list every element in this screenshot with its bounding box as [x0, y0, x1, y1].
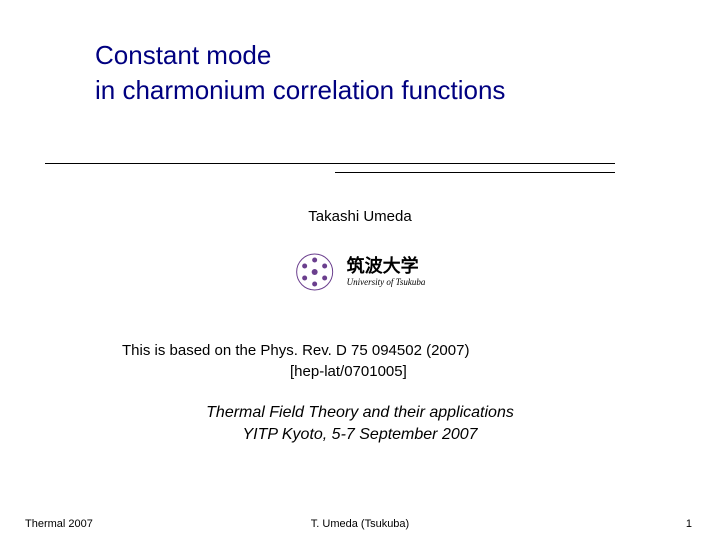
university-names: 筑波大学 University of Tsukuba — [347, 256, 426, 287]
divider-partial — [335, 172, 615, 173]
title-line-2: in charmonium correlation functions — [95, 73, 660, 108]
university-crest-icon — [295, 252, 335, 292]
basis-intro: This is based on the — [122, 342, 260, 359]
divider-full — [45, 163, 615, 164]
footer-left: Thermal 2007 — [25, 518, 93, 530]
conference-block: Thermal Field Theory and their applicati… — [0, 402, 720, 445]
author-name: Takashi Umeda — [0, 208, 720, 225]
title-line-1: Constant mode — [95, 38, 660, 73]
university-name-en: University of Tsukuba — [347, 277, 426, 287]
basis-line: This is based on the Phys. Rev. D 75 094… — [122, 342, 469, 359]
footer-center: T. Umeda (Tsukuba) — [311, 518, 409, 530]
conference-line-2: YITP Kyoto, 5-7 September 2007 — [0, 424, 720, 446]
university-name-jp: 筑波大学 — [347, 256, 426, 277]
basis-reference: Phys. Rev. D 75 094502 (2007) — [260, 342, 469, 359]
title-block: Constant mode in charmonium correlation … — [95, 38, 660, 108]
basis-arxiv: [hep-lat/0701005] — [290, 363, 407, 380]
university-logo-block: 筑波大学 University of Tsukuba — [295, 252, 426, 292]
conference-line-1: Thermal Field Theory and their applicati… — [0, 402, 720, 424]
footer-page-number: 1 — [686, 518, 692, 530]
